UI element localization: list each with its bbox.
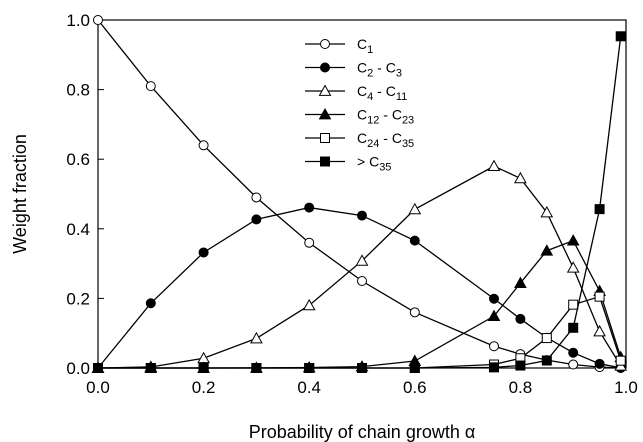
legend-marker: [320, 156, 330, 167]
y-tick-label: 0.8: [66, 81, 90, 100]
data-point: [409, 363, 420, 373]
legend-item: C2 - C3: [305, 60, 402, 80]
data-point: [198, 363, 209, 373]
legend-item: C24 - C35: [305, 130, 414, 150]
data-point: [568, 359, 579, 370]
legend-label: C4 - C11: [357, 83, 407, 103]
data-point: [250, 331, 263, 344]
x-tick-label: 0.2: [192, 378, 216, 397]
series-layer: [91, 15, 628, 373]
legend-marker: [318, 107, 332, 120]
data-point: [251, 192, 262, 203]
data-point: [566, 234, 580, 246]
data-point: [408, 202, 422, 215]
data-point: [355, 254, 369, 266]
data-point: [357, 276, 367, 286]
data-point: [145, 298, 156, 309]
legend-marker: [320, 133, 330, 143]
data-point: [594, 358, 605, 369]
legend-item: C4 - C11: [305, 83, 407, 103]
data-point: [568, 299, 579, 310]
legend-item: C12 - C23: [305, 107, 414, 127]
data-point: [93, 15, 103, 25]
x-tick-label: 0.6: [403, 378, 427, 397]
y-tick-label: 0.6: [66, 150, 90, 169]
x-tick-label: 0.8: [509, 378, 533, 397]
data-point: [198, 140, 209, 151]
data-point: [515, 360, 526, 371]
y-tick-label: 0.0: [66, 359, 90, 378]
legend-marker: [318, 84, 332, 96]
data-point: [304, 363, 315, 373]
data-point: [487, 159, 501, 172]
legend-label: C2 - C3: [357, 60, 402, 80]
legend-label: > C35: [357, 154, 391, 174]
legend-marker: [320, 39, 330, 49]
y-axis-title: Weight fraction: [10, 134, 30, 254]
data-point: [540, 244, 554, 256]
data-point: [304, 237, 315, 248]
data-point: [357, 363, 367, 373]
legend-label: C24 - C35: [357, 130, 414, 150]
data-point: [541, 333, 552, 344]
plot-area: [97, 19, 627, 369]
data-point: [541, 355, 552, 366]
data-point: [514, 171, 527, 184]
data-point: [568, 322, 579, 333]
y-tick-label: 0.2: [66, 289, 90, 308]
legend-marker: [320, 62, 330, 73]
data-point: [615, 31, 626, 42]
legend-item: > C35: [305, 154, 391, 174]
data-point: [302, 298, 316, 311]
data-point: [593, 324, 606, 337]
data-point: [251, 363, 262, 373]
data-point: [489, 341, 499, 352]
data-point: [251, 214, 262, 225]
legend: C1 C2 - C3 C4 - C11 C12 - C23 C24 - C35 > C35: [305, 36, 414, 174]
data-point: [93, 363, 103, 373]
legend-label: C1: [357, 36, 373, 56]
data-point: [615, 355, 626, 366]
data-point: [540, 205, 554, 218]
data-point: [568, 347, 579, 358]
y-tick-label: 0.4: [66, 220, 90, 239]
data-point: [489, 362, 499, 373]
data-point: [357, 210, 367, 221]
data-point: [145, 81, 156, 92]
data-point: [594, 204, 605, 215]
y-axis: 0.0 0.2 0.4 0.6 0.8 1.0: [66, 11, 104, 378]
data-point: [566, 261, 580, 273]
data-point: [515, 313, 526, 324]
x-tick-label: 0.0: [86, 378, 110, 397]
legend-item: C1: [305, 36, 373, 56]
x-axis-title: Probability of chain growth α: [249, 422, 476, 442]
y-tick-label: 1.0: [66, 11, 90, 30]
x-tick-label: 1.0: [614, 378, 638, 397]
data-point: [594, 291, 605, 302]
data-point: [409, 235, 420, 246]
data-point: [198, 247, 209, 258]
data-point: [409, 307, 420, 318]
legend-label: C12 - C23: [357, 107, 414, 127]
data-point: [487, 309, 501, 322]
x-tick-label: 0.4: [297, 378, 321, 397]
data-point: [514, 276, 527, 288]
series-6: [93, 31, 626, 373]
data-point: [489, 293, 499, 304]
data-point: [304, 202, 315, 213]
data-point: [145, 363, 156, 373]
